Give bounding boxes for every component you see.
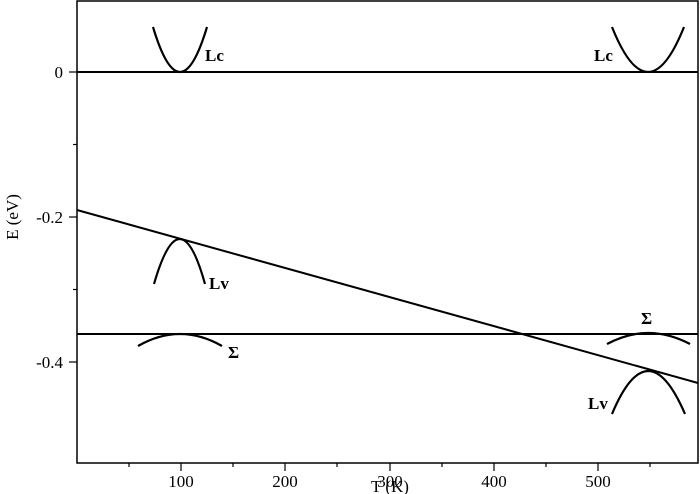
y-tick-label: -0.2 bbox=[36, 208, 63, 227]
lv-left-label: Lv bbox=[209, 274, 229, 293]
plot-frame bbox=[76, 0, 699, 464]
lv-right-parabola-icon bbox=[610, 370, 687, 415]
lc-left-label: Lc bbox=[205, 46, 224, 65]
lv-left-parabola-icon bbox=[152, 237, 207, 285]
y-tick-label: -0.4 bbox=[36, 353, 63, 372]
sigma-left-label: Σ bbox=[228, 343, 239, 362]
lc-left-parabola-icon bbox=[151, 26, 209, 74]
x-tick-label: 300 bbox=[377, 472, 403, 491]
x-tick-label: 500 bbox=[585, 472, 611, 491]
sigma-right-label: Σ bbox=[641, 309, 652, 328]
y-axis bbox=[69, 71, 77, 363]
x-tick-label: 100 bbox=[168, 472, 194, 491]
sigma-right-parabola-icon bbox=[606, 331, 691, 345]
sigma-left-parabola-icon bbox=[137, 332, 223, 347]
y-axis-label: E (eV) bbox=[3, 194, 22, 240]
lc-right-label: Lc bbox=[594, 46, 613, 65]
x-tick-label: 400 bbox=[481, 472, 507, 491]
lv-right-label: Lv bbox=[588, 394, 608, 413]
x-axis-label: T (K) bbox=[371, 477, 409, 494]
x-tick-label: 200 bbox=[272, 472, 298, 491]
lv-line bbox=[76, 209, 699, 384]
y-tick-label: 0 bbox=[55, 63, 64, 82]
lc-right-parabola-icon bbox=[610, 26, 686, 73]
x-axis bbox=[128, 463, 651, 471]
